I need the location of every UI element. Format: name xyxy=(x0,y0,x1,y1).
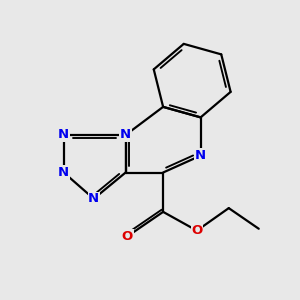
Text: O: O xyxy=(122,230,133,243)
Text: N: N xyxy=(58,166,69,179)
Text: O: O xyxy=(191,224,203,237)
Text: N: N xyxy=(88,192,99,205)
Text: N: N xyxy=(58,128,69,142)
Text: N: N xyxy=(195,149,206,162)
Text: N: N xyxy=(120,128,131,142)
